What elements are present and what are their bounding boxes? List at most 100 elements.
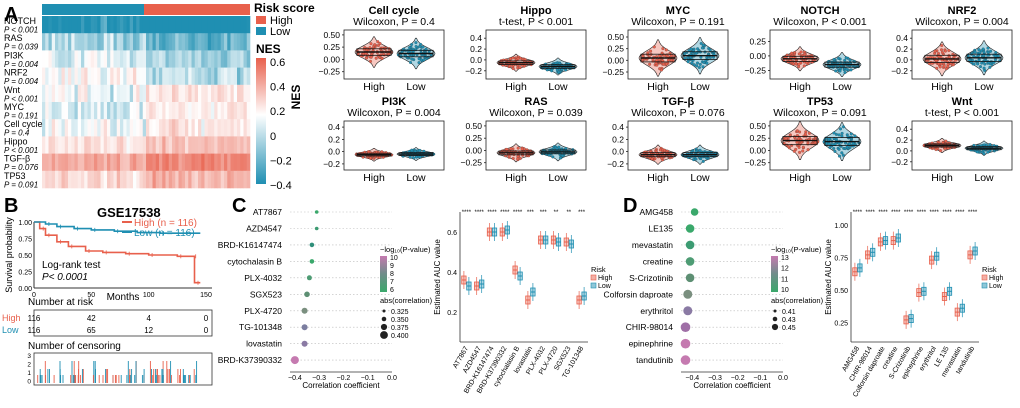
heatmap-cell bbox=[191, 67, 196, 86]
box-sig: **** bbox=[955, 210, 965, 216]
heatmap-cell bbox=[103, 67, 108, 86]
heatmap-cell bbox=[126, 153, 131, 172]
heatmap-cell bbox=[103, 119, 108, 137]
violin-point-high bbox=[946, 65, 950, 69]
heatmap-cell bbox=[58, 84, 62, 103]
violin-point-high bbox=[938, 65, 942, 69]
violin-point-low bbox=[701, 65, 705, 69]
heatmap-cell bbox=[220, 67, 225, 86]
violin-tick-label: −0.25 bbox=[744, 65, 766, 75]
drug-label: TG-101348 bbox=[239, 322, 282, 332]
risk-cell: 116 bbox=[28, 314, 41, 323]
km-y-tick-label: 0.50 bbox=[18, 253, 32, 260]
box-y-tick: 0.75 bbox=[834, 256, 848, 263]
heatmap-cell bbox=[84, 50, 88, 68]
heatmap-cell bbox=[48, 170, 53, 189]
heatmap-cell bbox=[116, 170, 121, 189]
risk-cell: 116 bbox=[28, 326, 41, 335]
heatmap-cell bbox=[77, 119, 82, 137]
heatmap-cell bbox=[94, 136, 98, 154]
heatmap-cell bbox=[211, 50, 215, 68]
violin-tick-label: 0.4 bbox=[612, 122, 624, 132]
p-legend-tick: 6 bbox=[390, 287, 394, 294]
violin-point-low bbox=[558, 156, 562, 160]
box-sig: **** bbox=[513, 210, 523, 216]
heatmap-cell bbox=[207, 170, 212, 189]
censor-frame bbox=[33, 352, 213, 386]
heatmap-cell bbox=[165, 153, 170, 172]
violin-tick-label: 0.2 bbox=[328, 134, 340, 144]
heatmap-cell bbox=[194, 67, 199, 86]
drug-x-tick: −0.3 bbox=[312, 375, 326, 382]
violin-point-low bbox=[988, 65, 992, 69]
violin-point-low bbox=[708, 48, 712, 52]
violin-point-low bbox=[845, 145, 849, 149]
nes-tick-label: 0.4 bbox=[270, 82, 285, 94]
heatmap-cell bbox=[198, 153, 202, 172]
heatmap-cell bbox=[55, 84, 59, 103]
km-x-tick-label: 100 bbox=[143, 292, 155, 299]
violin-point-low bbox=[982, 152, 986, 156]
censor-y-tick: 1 bbox=[27, 370, 31, 377]
heatmap-cell bbox=[126, 33, 131, 51]
size-legend-dot bbox=[773, 309, 777, 313]
heatmap-cell bbox=[194, 33, 199, 51]
heatmap-cell bbox=[243, 136, 248, 154]
box-sig: **** bbox=[462, 210, 472, 216]
heatmap-cell bbox=[142, 136, 147, 154]
violin-frame bbox=[627, 120, 729, 171]
violin-tick-label: −0.2 bbox=[465, 66, 482, 76]
heatmap-cell bbox=[116, 33, 121, 51]
heatmap-cell bbox=[214, 153, 218, 172]
heatmap-cell bbox=[227, 33, 231, 51]
heatmap-cell bbox=[64, 67, 69, 86]
violin-title: Wnt bbox=[952, 96, 973, 108]
heatmap-cell bbox=[129, 119, 134, 137]
heatmap-cell bbox=[110, 33, 114, 51]
size-legend-label: 0.45 bbox=[782, 325, 796, 332]
heatmap-cell bbox=[133, 119, 137, 137]
heatmap-cell bbox=[120, 33, 124, 51]
heatmap-cell bbox=[152, 67, 157, 86]
drug-label: creatine bbox=[643, 256, 674, 266]
heatmap-cell bbox=[97, 16, 101, 34]
heatmap-cell bbox=[207, 84, 212, 103]
violin-point-low bbox=[983, 68, 987, 72]
heatmap-cell bbox=[243, 50, 248, 68]
heatmap-cell bbox=[214, 50, 218, 68]
heatmap-cell bbox=[224, 16, 228, 34]
heatmap-cell bbox=[207, 67, 212, 86]
heatmap-cell bbox=[188, 136, 192, 154]
heatmap-cell bbox=[207, 33, 212, 51]
heatmap-cell bbox=[188, 170, 192, 189]
heatmap-cell bbox=[214, 33, 218, 51]
violin-tick-label: 0.0 bbox=[470, 55, 482, 65]
heatmap-cell bbox=[77, 84, 82, 103]
heatmap-cell bbox=[58, 33, 62, 51]
violin-tick-label: 0.50 bbox=[465, 121, 482, 131]
heatmap-cell bbox=[233, 102, 238, 120]
drug-dot bbox=[301, 324, 308, 331]
box-risk-legend-swatch bbox=[590, 274, 597, 281]
heatmap-cell bbox=[175, 119, 179, 137]
heatmap-cell bbox=[217, 84, 222, 103]
heatmap-cell bbox=[123, 136, 127, 154]
violin-point-low bbox=[695, 61, 699, 65]
box-sig: **** bbox=[487, 210, 497, 216]
heatmap-cell bbox=[175, 170, 179, 189]
box-risk-legend-label: Low bbox=[989, 283, 1003, 290]
heatmap-cell bbox=[146, 33, 150, 51]
heatmap-cell bbox=[136, 102, 140, 120]
violin-point-high bbox=[803, 132, 807, 136]
drug-label: CHIR-98014 bbox=[626, 322, 674, 332]
violin-point-low bbox=[853, 134, 857, 138]
heatmap-cell bbox=[133, 153, 137, 172]
violin-point-low bbox=[414, 44, 418, 48]
drug-dot bbox=[309, 242, 315, 248]
heatmap-cell bbox=[152, 136, 157, 154]
violin-tick-label: −0.2 bbox=[323, 159, 340, 169]
heatmap-cell bbox=[194, 153, 199, 172]
heatmap-cell bbox=[48, 136, 53, 154]
